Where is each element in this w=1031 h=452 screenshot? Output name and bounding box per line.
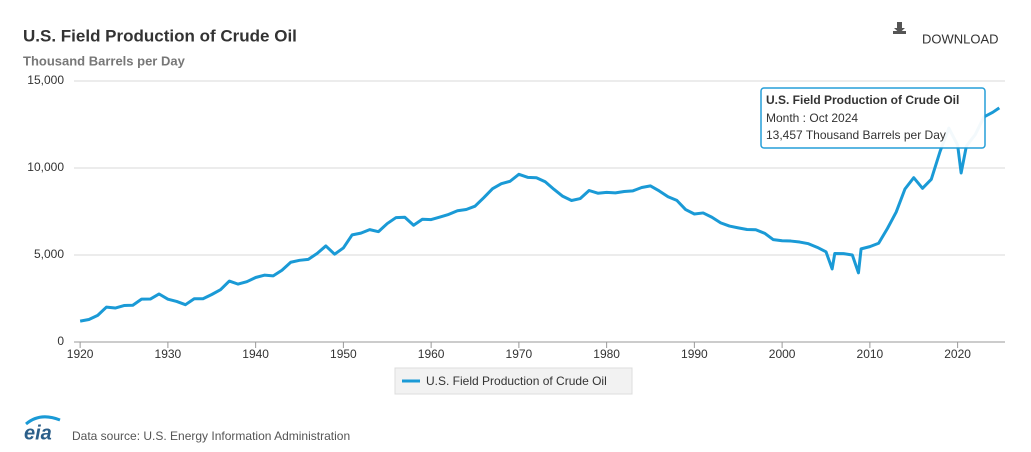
download-icon-arrow (894, 22, 905, 33)
tooltip: U.S. Field Production of Crude Oil Month… (760, 87, 986, 149)
x-tick-label: 2010 (857, 347, 884, 361)
x-tick-label: 1930 (155, 347, 182, 361)
y-tick-label: 0 (57, 334, 64, 348)
x-tick-label: 1970 (506, 347, 533, 361)
chart-subtitle: Thousand Barrels per Day (23, 53, 186, 68)
logo: eia (24, 422, 52, 444)
logo-swoosh (25, 415, 61, 426)
x-tick-label: 1960 (418, 347, 445, 361)
x-tick-label: 1950 (330, 347, 357, 361)
legend-box (394, 367, 633, 395)
download-button[interactable]: DOWNLOAD (893, 22, 999, 46)
source: Data source: U.S. Energy Information Adm… (72, 429, 350, 443)
x-tick-label: 1980 (593, 347, 620, 361)
x-tick-label: 1940 (242, 347, 269, 361)
series-line (79, 106, 1001, 323)
x-tick-label: 2020 (944, 347, 971, 361)
y-tick-label: 15,000 (27, 73, 64, 87)
x-tick-label: 2000 (769, 347, 796, 361)
download-label: DOWNLOAD (922, 31, 999, 46)
y-tick-label: 5,000 (34, 247, 64, 261)
y-tick-label: 10,000 (27, 160, 64, 174)
legend-label: U.S. Field Production of Crude Oil (426, 374, 607, 388)
x-tick-label: 1990 (681, 347, 708, 361)
tooltip-title: U.S. Field Production of Crude Oil (766, 93, 959, 107)
legend[interactable]: U.S. Field Production of Crude Oil (394, 367, 633, 395)
tooltip-value: 13,457 Thousand Barrels per Day (766, 128, 946, 142)
chart-title: U.S. Field Production of Crude Oil (23, 26, 297, 45)
tooltip-box (760, 87, 986, 149)
tooltip-x: Month : Oct 2024 (766, 111, 858, 125)
x-tick-label: 1920 (67, 347, 94, 361)
